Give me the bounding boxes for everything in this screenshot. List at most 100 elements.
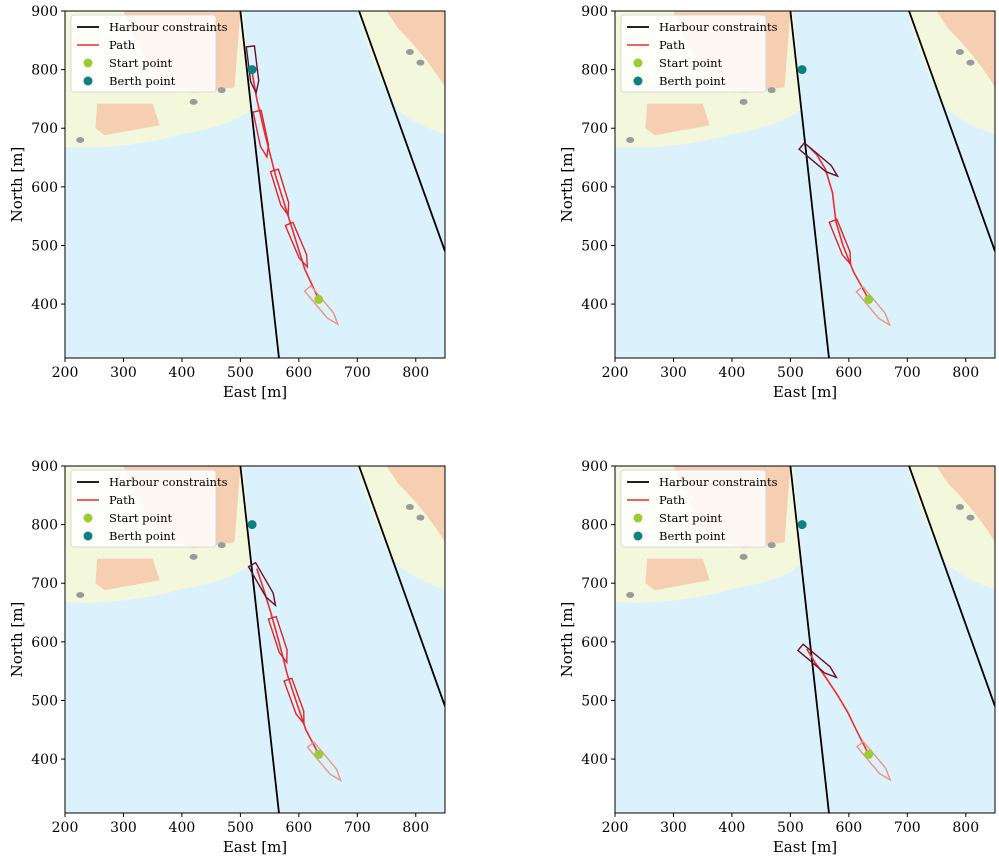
x-tick-label: 500	[227, 365, 254, 381]
y-tick-label: 900	[581, 459, 608, 475]
map-marker	[955, 49, 964, 56]
legend: Harbour constraints Path Start point Berth …	[620, 469, 778, 548]
y-tick-label: 900	[31, 4, 58, 20]
path-line	[806, 648, 870, 755]
vessel-outline	[245, 45, 260, 95]
y-tick-label: 500	[31, 693, 58, 709]
legend-label: Berth point	[659, 74, 726, 88]
y-tick-label: 500	[581, 693, 608, 709]
legend-label: Berth point	[659, 529, 726, 543]
building-block	[95, 558, 160, 591]
y-tick-label: 600	[31, 180, 58, 196]
axes-frame	[64, 465, 446, 814]
chart-panel-4: 200 300 400 500 600 700 800 400 500 600 700 800 900 E…	[558, 459, 996, 856]
building-block	[95, 103, 160, 136]
legend-marker-berth	[633, 76, 643, 86]
y-tick-label: 700	[581, 121, 608, 137]
x-tick-label: 500	[227, 820, 254, 836]
plot-area	[65, 11, 445, 358]
legend-label: Harbour constraints	[659, 475, 778, 489]
legend-label: Start point	[109, 56, 172, 70]
legend-label: Path	[109, 493, 136, 507]
x-tick-label: 200	[52, 820, 79, 836]
legend-label: Path	[109, 38, 136, 52]
x-tick-label: 800	[952, 820, 979, 836]
y-tick-label: 600	[581, 635, 608, 651]
x-tick-label: 400	[719, 365, 746, 381]
y-axis-label: North [m]	[558, 147, 576, 223]
x-tick-label: 700	[344, 365, 371, 381]
map-marker	[76, 136, 85, 143]
x-tick-label: 600	[285, 365, 312, 381]
start-point-marker	[314, 749, 324, 759]
x-tick-label: 400	[169, 820, 196, 836]
harbour-constraint-line	[239, 466, 280, 813]
y-tick-label: 600	[31, 635, 58, 651]
vessel-outline	[306, 741, 343, 783]
x-tick-label: 200	[52, 365, 79, 381]
x-tick-label: 400	[719, 820, 746, 836]
map-marker	[739, 553, 748, 560]
chart-panel-2: 200 300 400 500 600 700 800 400 500 600 700 800 900 E…	[558, 4, 996, 401]
x-tick-label: 500	[777, 365, 804, 381]
legend-box	[620, 469, 767, 548]
chart-panel-3: 200 300 400 500 600 700 800 400 500 600 700 800 900 E…	[8, 459, 446, 856]
y-tick-label: 400	[31, 297, 58, 313]
berth-point-marker	[247, 65, 257, 75]
start-point-marker	[864, 749, 874, 759]
x-tick-label: 700	[894, 820, 921, 836]
y-tick-label: 500	[31, 238, 58, 254]
harbour-constraint-line	[908, 466, 995, 707]
vessel-outline	[855, 285, 891, 327]
y-tick-label: 800	[31, 63, 58, 79]
building-block	[386, 11, 445, 88]
start-point-marker	[864, 294, 874, 304]
vessel-outline	[856, 740, 892, 782]
vessel-outline	[798, 141, 840, 178]
vessel-outline	[267, 615, 288, 665]
x-tick-label: 800	[952, 365, 979, 381]
map-marker	[767, 542, 776, 549]
vessel-outline	[247, 561, 277, 608]
harbour-constraint-line	[358, 11, 445, 252]
y-tick-label: 400	[581, 752, 608, 768]
x-axis-label: East [m]	[773, 383, 837, 401]
legend: Harbour constraints Path Start point Berth …	[70, 14, 228, 93]
map-marker	[416, 514, 425, 521]
legend-label: Harbour constraints	[109, 475, 228, 489]
chart-panel-1: 200 300 400 500 600 700 800 400 500 600 700 800 900 E…	[8, 4, 446, 401]
map-marker	[217, 87, 226, 94]
x-tick-label: 300	[660, 820, 687, 836]
y-tick-label: 600	[581, 180, 608, 196]
x-tick-label: 400	[169, 365, 196, 381]
x-tick-label: 600	[835, 820, 862, 836]
map-marker	[217, 542, 226, 549]
map-marker	[626, 591, 635, 598]
y-tick-label: 900	[31, 459, 58, 475]
vessel-outline	[269, 168, 290, 218]
legend-marker-start	[633, 513, 643, 523]
map-marker	[405, 49, 414, 56]
legend-marker-berth	[83, 76, 93, 86]
x-tick-label: 500	[777, 820, 804, 836]
axes-frame	[64, 10, 446, 359]
x-tick-label: 200	[602, 820, 629, 836]
y-tick-label: 700	[31, 121, 58, 137]
x-tick-label: 800	[402, 820, 429, 836]
vessel-outline	[284, 221, 309, 269]
legend-marker-start	[83, 513, 93, 523]
x-tick-label: 600	[285, 820, 312, 836]
harbour-constraint-line	[789, 466, 830, 813]
building-block	[645, 558, 710, 591]
map-marker	[76, 591, 85, 598]
building-block	[936, 466, 995, 543]
x-tick-label: 300	[660, 365, 687, 381]
y-tick-label: 800	[31, 518, 58, 534]
legend-label: Harbour constraints	[659, 20, 778, 34]
map-marker	[966, 59, 975, 66]
legend-box	[70, 469, 217, 548]
harbour-constraint-line	[358, 466, 445, 707]
vessel-outline	[303, 284, 340, 326]
map-marker	[767, 87, 776, 94]
y-tick-label: 400	[31, 752, 58, 768]
